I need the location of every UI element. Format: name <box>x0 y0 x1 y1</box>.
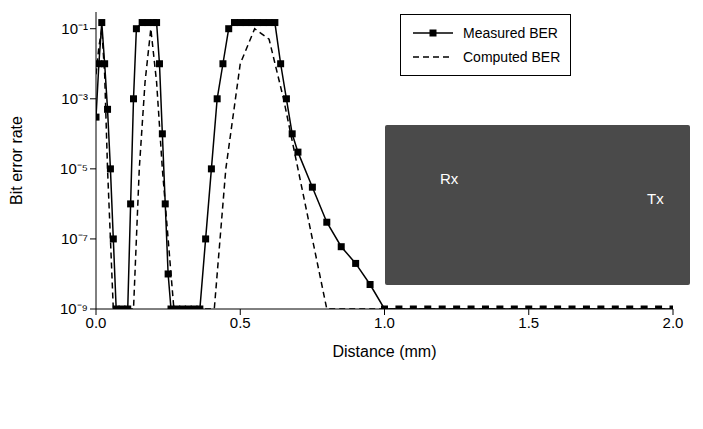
svg-text:10⁻⁹: 10⁻⁹ <box>60 300 88 317</box>
svg-text:10⁻⁵: 10⁻⁵ <box>60 160 88 177</box>
svg-text:Bit error rate: Bit error rate <box>8 116 25 205</box>
svg-text:1.0: 1.0 <box>374 314 395 331</box>
html-text:Tx: Tx <box>647 190 664 207</box>
html-text:Rx: Rx <box>440 170 459 187</box>
html-text:Measured BER: Measured BER <box>463 25 558 41</box>
svg-text:10⁻³: 10⁻³ <box>61 90 88 107</box>
svg-text:2.0: 2.0 <box>663 314 684 331</box>
svg-text:Distance (mm): Distance (mm) <box>332 343 436 360</box>
html-text:Computed BER: Computed BER <box>463 49 561 65</box>
svg-text:10⁻¹: 10⁻¹ <box>61 20 88 37</box>
svg-text:0.0: 0.0 <box>86 314 107 331</box>
svg-text:10⁻⁷: 10⁻⁷ <box>61 230 88 247</box>
svg-text:1.5: 1.5 <box>518 314 539 331</box>
svg-text:0.5: 0.5 <box>230 314 251 331</box>
